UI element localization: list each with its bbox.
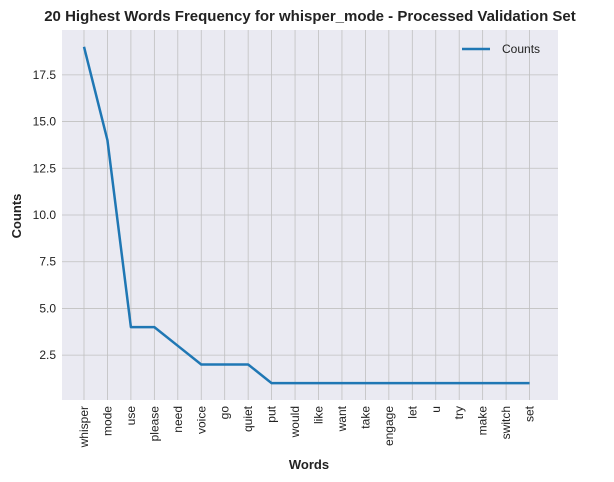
x-tick-label: u — [429, 406, 443, 413]
x-tick-label: want — [335, 405, 349, 432]
series-layer — [82, 46, 530, 385]
x-tick-label: whisper — [77, 406, 91, 448]
y-tick-label: 7.5 — [39, 255, 56, 269]
x-tick-label: put — [265, 405, 279, 422]
x-tick-label: try — [452, 406, 466, 419]
series-line-counts — [82, 46, 530, 385]
x-tick-label: make — [476, 406, 490, 436]
x-tick-label: need — [171, 406, 185, 433]
grid — [62, 30, 558, 400]
chart-title: 20 Highest Words Frequency for whisper_m… — [44, 8, 576, 25]
y-tick-label: 12.5 — [33, 161, 57, 175]
y-tick-label: 5.0 — [39, 301, 56, 315]
x-tick-labels: whisper mode use please need voice go quiet put w… — [77, 405, 537, 448]
y-axis-label: Counts — [9, 194, 24, 239]
x-tick-label: please — [147, 406, 161, 442]
x-tick-label: voice — [194, 406, 208, 434]
x-tick-label: go — [218, 406, 232, 420]
x-tick-label: switch — [499, 406, 513, 439]
x-tick-label: mode — [100, 406, 114, 436]
x-axis-label: Words — [289, 457, 329, 472]
y-tick-labels: 2.5 5.0 7.5 10.0 12.5 15.0 17.5 — [33, 68, 57, 362]
y-tick-label: 2.5 — [39, 348, 56, 362]
y-tick-label: 15.0 — [33, 115, 57, 129]
x-tick-label: engage — [382, 406, 396, 446]
x-tick-label: would — [288, 406, 302, 438]
legend: Counts — [462, 42, 540, 56]
x-tick-label: like — [312, 406, 326, 424]
x-tick-label: take — [358, 406, 372, 429]
x-tick-label: use — [124, 406, 138, 426]
y-tick-label: 10.0 — [33, 208, 57, 222]
x-tick-label: set — [523, 405, 537, 422]
x-tick-label: let — [405, 405, 419, 418]
y-tick-label: 17.5 — [33, 68, 57, 82]
x-tick-label: quiet — [241, 405, 255, 432]
legend-label-counts: Counts — [502, 42, 540, 56]
